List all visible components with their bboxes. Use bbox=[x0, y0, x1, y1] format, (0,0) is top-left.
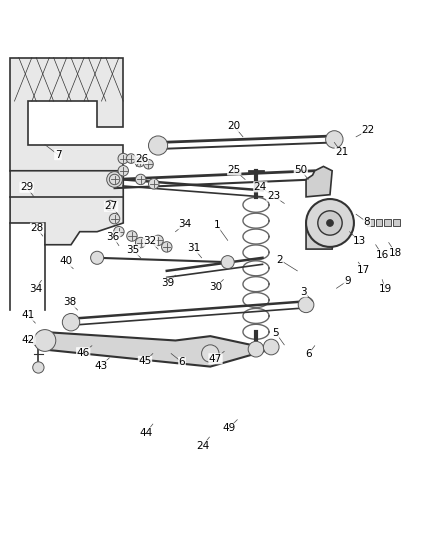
Circle shape bbox=[127, 231, 137, 241]
Text: 30: 30 bbox=[209, 282, 222, 293]
Text: 21: 21 bbox=[335, 148, 348, 157]
Text: 35: 35 bbox=[126, 245, 139, 255]
Circle shape bbox=[144, 159, 153, 169]
Text: 27: 27 bbox=[104, 201, 118, 212]
Circle shape bbox=[162, 241, 172, 252]
Text: 41: 41 bbox=[22, 310, 35, 320]
Circle shape bbox=[62, 313, 80, 331]
Polygon shape bbox=[10, 58, 123, 171]
Text: 47: 47 bbox=[209, 354, 222, 364]
Text: 31: 31 bbox=[187, 243, 200, 253]
Polygon shape bbox=[306, 223, 334, 249]
Polygon shape bbox=[41, 332, 271, 367]
Circle shape bbox=[114, 227, 124, 237]
Text: 24: 24 bbox=[196, 441, 209, 451]
Circle shape bbox=[248, 341, 264, 357]
Text: 38: 38 bbox=[64, 297, 77, 307]
Circle shape bbox=[33, 362, 44, 373]
Text: 1: 1 bbox=[213, 220, 220, 230]
Text: 46: 46 bbox=[77, 348, 90, 358]
Circle shape bbox=[325, 131, 343, 148]
Circle shape bbox=[105, 200, 116, 211]
Text: 39: 39 bbox=[161, 278, 174, 288]
Circle shape bbox=[118, 166, 128, 176]
Text: 32: 32 bbox=[144, 236, 157, 246]
Text: 28: 28 bbox=[31, 223, 44, 233]
Text: 20: 20 bbox=[228, 122, 241, 131]
Circle shape bbox=[148, 136, 168, 155]
Bar bbox=[376, 220, 382, 227]
Text: 18: 18 bbox=[389, 247, 402, 257]
Text: 2: 2 bbox=[277, 255, 283, 265]
Bar bbox=[367, 220, 374, 227]
Circle shape bbox=[221, 256, 234, 269]
Text: 44: 44 bbox=[139, 428, 152, 438]
Text: 24: 24 bbox=[254, 182, 267, 192]
Circle shape bbox=[263, 339, 279, 355]
Circle shape bbox=[135, 157, 145, 167]
Bar bbox=[393, 220, 399, 227]
Text: 3: 3 bbox=[300, 287, 307, 297]
Text: 9: 9 bbox=[344, 276, 351, 286]
Circle shape bbox=[34, 329, 56, 351]
Text: 25: 25 bbox=[228, 165, 241, 175]
Bar bbox=[385, 220, 391, 227]
Circle shape bbox=[135, 174, 146, 184]
Circle shape bbox=[306, 199, 354, 247]
Circle shape bbox=[201, 345, 219, 362]
Circle shape bbox=[110, 174, 120, 184]
Circle shape bbox=[148, 179, 159, 189]
Text: 23: 23 bbox=[267, 191, 280, 201]
Text: 8: 8 bbox=[364, 217, 370, 227]
Circle shape bbox=[110, 213, 120, 224]
Text: 45: 45 bbox=[138, 357, 152, 366]
Text: 17: 17 bbox=[357, 264, 370, 274]
Text: 26: 26 bbox=[135, 154, 148, 164]
Circle shape bbox=[91, 251, 104, 264]
Text: 29: 29 bbox=[20, 182, 33, 192]
Circle shape bbox=[153, 235, 163, 246]
Circle shape bbox=[118, 154, 128, 164]
Text: 6: 6 bbox=[305, 350, 311, 359]
Circle shape bbox=[135, 237, 146, 248]
Circle shape bbox=[326, 220, 333, 227]
Text: 7: 7 bbox=[55, 150, 61, 160]
Circle shape bbox=[298, 297, 314, 313]
Polygon shape bbox=[306, 166, 332, 197]
Text: 40: 40 bbox=[59, 256, 72, 266]
Text: 34: 34 bbox=[29, 284, 42, 294]
Text: 34: 34 bbox=[178, 219, 192, 229]
Circle shape bbox=[318, 211, 342, 235]
Text: 49: 49 bbox=[222, 423, 235, 433]
Text: 22: 22 bbox=[362, 125, 375, 135]
Text: 43: 43 bbox=[94, 361, 107, 371]
Text: 42: 42 bbox=[22, 335, 35, 345]
Polygon shape bbox=[10, 171, 123, 245]
Text: 36: 36 bbox=[106, 232, 120, 242]
Text: 5: 5 bbox=[272, 328, 279, 337]
Circle shape bbox=[107, 172, 122, 187]
Text: 6: 6 bbox=[179, 357, 185, 367]
Text: 19: 19 bbox=[378, 284, 392, 294]
Text: 13: 13 bbox=[353, 236, 366, 246]
Text: 16: 16 bbox=[375, 250, 389, 260]
Circle shape bbox=[126, 154, 136, 163]
Text: 50: 50 bbox=[294, 165, 307, 175]
